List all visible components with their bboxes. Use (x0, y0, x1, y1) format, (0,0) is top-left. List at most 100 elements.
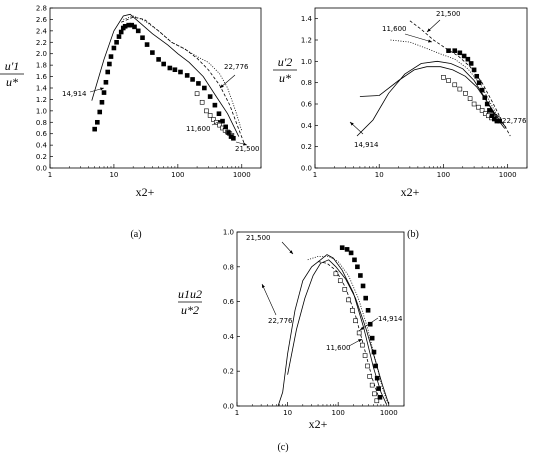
data-point (231, 135, 236, 141)
plot-frame (49, 7, 262, 169)
data-point (484, 101, 490, 107)
x-tick-label: 100 (331, 409, 344, 417)
data-point (497, 118, 502, 124)
y-tick-label: 1.4 (36, 85, 48, 93)
y-tick-label: 0.4 (223, 333, 235, 341)
series-line (121, 16, 245, 145)
data-point (337, 278, 343, 284)
x-tick-label: 1 (48, 171, 52, 179)
x-axis-label: x2+ (136, 185, 155, 199)
data-point (367, 374, 373, 379)
series-annotation: 11,600 (326, 344, 351, 352)
data-point (92, 126, 97, 132)
data-point (479, 108, 485, 113)
y-tick-label: 2.4 (36, 27, 48, 35)
data-point (207, 94, 213, 99)
data-point (474, 73, 480, 79)
data-point (118, 29, 124, 35)
y-tick-label: 1.2 (36, 96, 47, 104)
data-point (211, 117, 216, 122)
x-tick-label: 1000 (233, 171, 251, 179)
data-point (108, 54, 114, 59)
data-point (150, 50, 155, 55)
data-point (463, 91, 468, 96)
data-point (114, 39, 119, 45)
data-point (360, 342, 365, 348)
series-line (409, 20, 511, 137)
data-point (358, 273, 363, 278)
data-point (216, 111, 222, 117)
annotation-arrowhead (100, 87, 104, 91)
series-line (123, 15, 243, 132)
data-point (369, 335, 375, 341)
annotation-arrowhead (358, 339, 362, 343)
data-point (161, 61, 166, 67)
data-point (196, 81, 201, 86)
series-annotation: 14,914 (354, 141, 379, 149)
annotation-arrowhead (262, 284, 265, 288)
data-point (132, 24, 137, 30)
data-point (377, 394, 383, 400)
series-annotation: 14,914 (62, 90, 87, 98)
data-point (184, 73, 190, 78)
y-tick-label: 1.4 (301, 15, 313, 23)
data-point (194, 91, 200, 97)
series-annotation: 11,600 (382, 25, 407, 33)
data-point (452, 82, 458, 88)
data-point (353, 318, 358, 324)
annotation-arrowhead (490, 110, 494, 114)
series-line (307, 255, 388, 403)
y-tick-label: 0.4 (36, 142, 48, 150)
data-point (372, 391, 377, 397)
y-axis-label-numerator: u1u2 (178, 287, 202, 301)
x-tick-label: 1000 (380, 409, 398, 417)
data-point (217, 122, 222, 128)
data-point (342, 287, 348, 292)
y-tick-label: 2.0 (36, 50, 47, 58)
annotation-arrowhead (428, 39, 432, 43)
y-tick-label: 2.2 (36, 39, 47, 47)
data-point (220, 118, 225, 124)
data-point (339, 245, 345, 250)
y-tick-label: 1.6 (36, 73, 48, 81)
data-point (365, 307, 371, 313)
series-annotation: 21,500 (235, 145, 260, 153)
data-point (468, 61, 474, 66)
panel-caption: (c) (277, 442, 288, 453)
chart-2: 1 10 100 1000 0.0 0.2 0.4 0.6 0.8 1.0 21,500 22,776… (178, 229, 405, 453)
chart-1: 1 10 100 1000 0.0 0.2 0.4 0.6 0.8 1.0 1.2 1.4 21,500… (273, 7, 528, 240)
y-tick-label: 0.8 (301, 79, 312, 87)
data-point (346, 297, 351, 303)
chart-0: 1 10 100 1000 0.0 0.2 0.4 0.6 0.8 1.0 1.2 1.4 1.6 1.8… (0, 5, 262, 240)
data-point (202, 85, 207, 91)
y-tick-label: 2.8 (36, 5, 47, 13)
data-point (446, 48, 451, 53)
data-point (333, 271, 339, 277)
series-annotation: 21,500 (436, 10, 461, 18)
data-point (441, 75, 446, 80)
annotation-arrowhead (427, 28, 431, 32)
data-point (199, 99, 205, 105)
annotation-arrowhead (350, 122, 354, 126)
x-tick-label: 10 (283, 409, 292, 417)
y-tick-label: 1.8 (36, 62, 47, 70)
x-axis-label: x2+ (401, 185, 420, 199)
data-point (471, 101, 477, 107)
y-tick-label: 0.2 (223, 368, 234, 376)
x-tick-label: 1 (313, 171, 317, 179)
y-tick-label: 2.6 (36, 16, 48, 24)
data-point (365, 363, 370, 369)
data-point (103, 79, 109, 85)
y-tick-label: 0.2 (36, 153, 47, 161)
data-point (489, 113, 495, 119)
y-tick-label: 0.2 (301, 143, 312, 151)
data-point (476, 80, 482, 85)
y-tick-label: 0.0 (223, 403, 234, 411)
annotation-arrowhead (218, 120, 222, 124)
series-annotation: 11,600 (186, 125, 211, 133)
annotation-arrow (404, 33, 433, 43)
y-tick-label: 1.0 (223, 229, 234, 237)
x-tick-label: 100 (437, 171, 450, 179)
data-point (349, 307, 355, 313)
